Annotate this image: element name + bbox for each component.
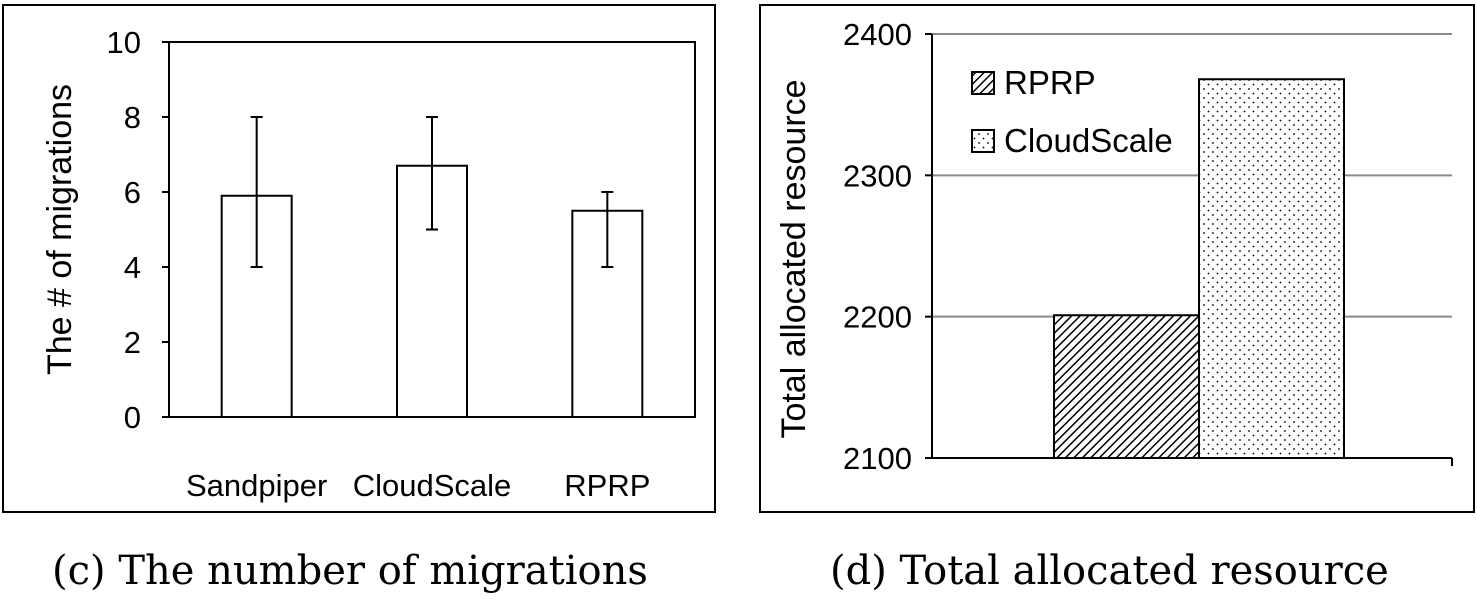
legend-swatch-cloudscale bbox=[971, 129, 995, 153]
caption-allocated-resource: (d) Total allocated resource bbox=[830, 548, 1389, 594]
y-tick-label: 2200 bbox=[843, 300, 912, 335]
chart-panel-allocated-resource: 2100 2200 2300 2400 RPRP CloudScale Total allo… bbox=[759, 4, 1475, 513]
y-tick-label: 0 bbox=[124, 400, 141, 435]
x-tick-label: CloudScale bbox=[353, 468, 512, 503]
y-tick-label: 6 bbox=[124, 175, 141, 210]
y-tick-label: 4 bbox=[124, 250, 141, 285]
legend-label-rprp: RPRP bbox=[1004, 64, 1096, 101]
y-tick-label: 8 bbox=[124, 100, 141, 135]
y-tick-label: 2300 bbox=[843, 158, 912, 193]
chart-panel-migrations: 0 2 4 6 8 10 Sandpiper CloudScale RPRP The # of m… bbox=[2, 4, 716, 513]
x-tick-label: RPRP bbox=[564, 468, 650, 503]
bar-rprp bbox=[1053, 314, 1200, 459]
y-tick-label: 2 bbox=[124, 325, 141, 360]
legend-swatch-rprp bbox=[971, 71, 995, 95]
x-tick-label: Sandpiper bbox=[186, 468, 327, 503]
bar-cloudscale bbox=[1198, 78, 1345, 460]
allocated-resource-chart: 2100 2200 2300 2400 RPRP CloudScale Total allo… bbox=[775, 17, 1453, 476]
migrations-chart: 0 2 4 6 8 10 Sandpiper CloudScale RPRP The # of m… bbox=[41, 25, 696, 503]
y-axis-title: Total allocated resource bbox=[775, 79, 813, 438]
y-tick-label: 2400 bbox=[843, 17, 912, 52]
caption-migrations: (c) The number of migrations bbox=[52, 548, 648, 594]
legend-label-cloudscale: CloudScale bbox=[1004, 122, 1173, 159]
y-tick-label: 10 bbox=[107, 25, 141, 60]
y-tick-label: 2100 bbox=[843, 441, 912, 476]
y-axis-title: The # of migrations bbox=[41, 84, 79, 375]
